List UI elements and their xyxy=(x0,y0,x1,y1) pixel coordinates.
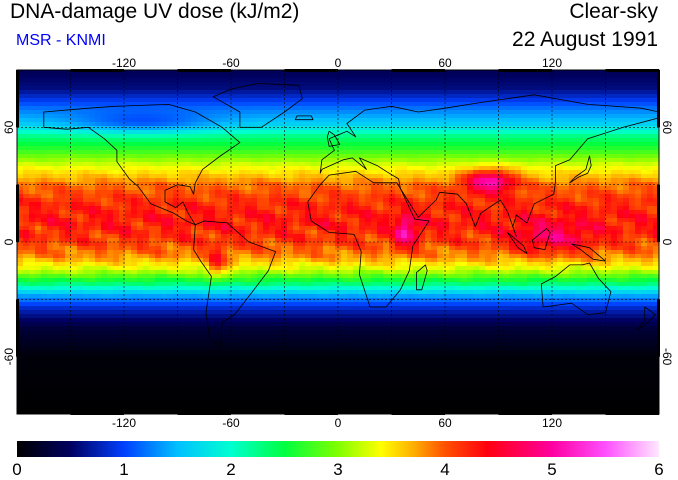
source-label: MSR - KNMI xyxy=(16,32,106,49)
latitude-tick-label: 0 xyxy=(660,239,674,246)
coastline xyxy=(212,83,303,128)
coastline xyxy=(319,94,659,237)
date-label: 22 August 1991 xyxy=(512,28,658,51)
latitude-tick-label: 0 xyxy=(2,238,16,245)
coastline xyxy=(307,170,430,308)
coastline xyxy=(532,228,551,250)
latitude-tick-label: 60 xyxy=(2,120,16,134)
coastline xyxy=(193,220,276,348)
dose-field xyxy=(17,70,659,414)
colorbar-labels: 0 1 2 3 4 5 6 xyxy=(12,460,663,479)
colorbar-tick-label: 3 xyxy=(333,460,342,479)
longitude-tick-label: -120 xyxy=(112,416,136,430)
longitude-tick-label: -120 xyxy=(112,56,136,70)
sky-condition-label: Clear-sky xyxy=(569,0,658,23)
map-title: DNA-damage UV dose (kJ/m2) xyxy=(10,0,300,23)
coastline xyxy=(571,243,606,262)
colorbar-tick-label: 6 xyxy=(654,460,663,479)
longitude-tick-label: 0 xyxy=(335,56,342,70)
colorbar-tick-label: 4 xyxy=(440,460,449,479)
longitude-tick-label: 0 xyxy=(335,416,342,430)
coastline xyxy=(294,115,314,121)
latitude-tick-label: 60 xyxy=(660,121,674,135)
coastline xyxy=(326,130,341,147)
longitude-tick-label: 120 xyxy=(542,56,562,70)
coastlines xyxy=(43,83,659,348)
colorbar-tick-label: 1 xyxy=(119,460,128,479)
colorbar-tick-label: 5 xyxy=(547,460,556,479)
latitude-tick-label: -60 xyxy=(660,348,674,366)
colorbar-gradient xyxy=(17,441,659,457)
coastline xyxy=(507,232,528,254)
latitude-labels: 60 60 0 0 -60 -60 xyxy=(2,120,674,365)
coastline xyxy=(416,264,428,291)
longitude-tick-label: 120 xyxy=(542,416,562,430)
uv-dose-map: -120 -120 -60 -60 0 0 60 60 120 120 60 60 0 0 -60 -60 xyxy=(2,56,674,430)
longitude-tick-label: -60 xyxy=(222,416,240,430)
graticule xyxy=(17,70,659,414)
colorbar-tick-label: 2 xyxy=(226,460,235,479)
coastline xyxy=(637,306,656,331)
coastline xyxy=(540,262,612,315)
colorbar-tick-label: 0 xyxy=(12,460,21,479)
longitude-tick-label: 60 xyxy=(438,56,452,70)
latitude-tick-label: -60 xyxy=(2,348,16,366)
map-frame xyxy=(16,69,660,415)
colorbar: 0 1 2 3 4 5 6 xyxy=(12,441,664,479)
longitude-tick-label: -60 xyxy=(222,56,240,70)
coastline xyxy=(569,155,592,184)
longitude-tick-label: 60 xyxy=(438,416,452,430)
longitude-labels: -120 -120 -60 -60 0 0 60 60 120 120 xyxy=(112,56,562,430)
